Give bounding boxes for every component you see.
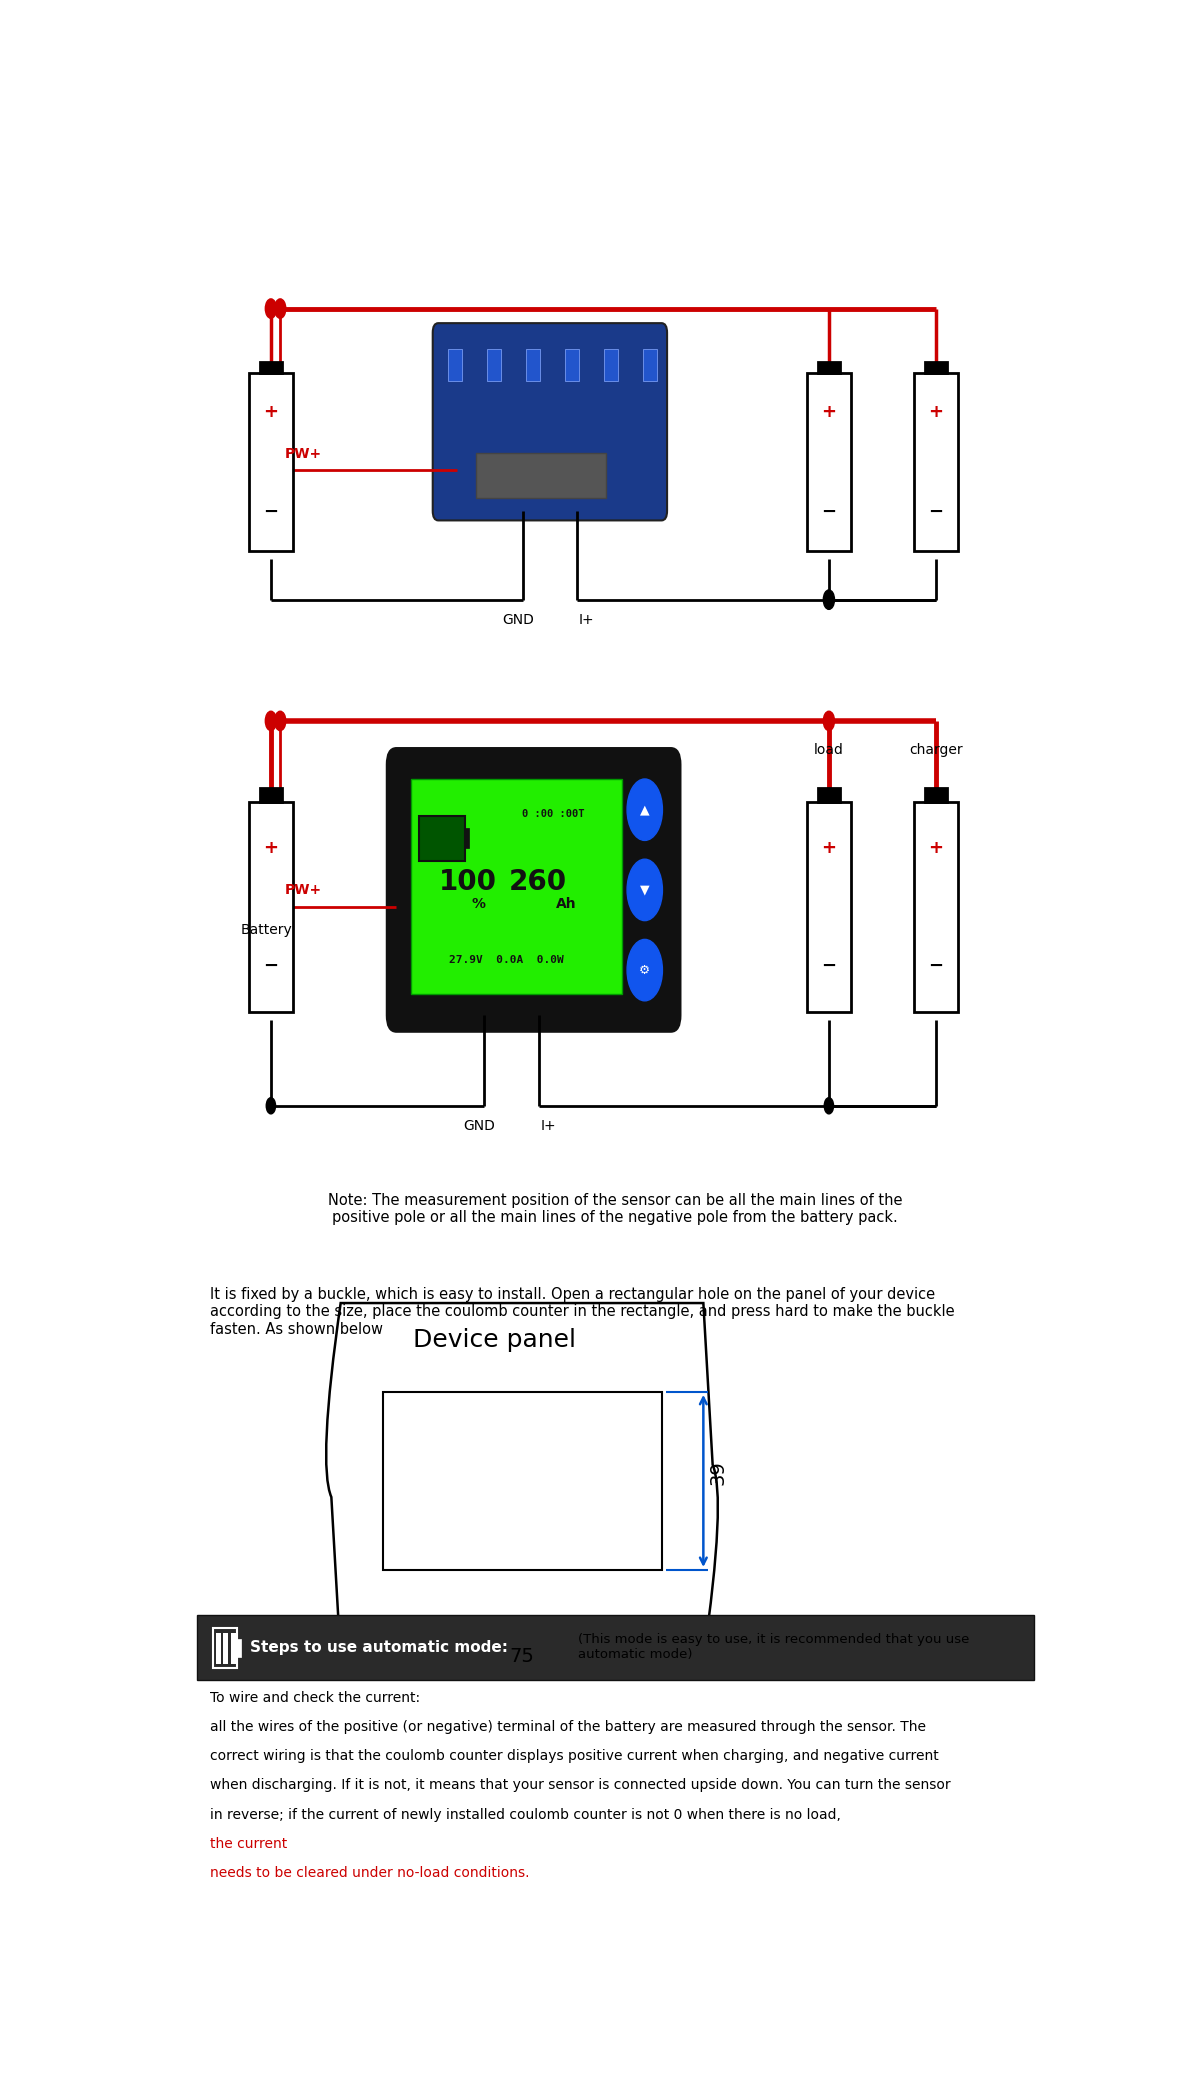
Bar (818, 788, 840, 802)
Bar (419, 815, 466, 861)
Text: Device panel: Device panel (413, 1327, 576, 1352)
Bar (248, 802, 293, 1012)
Text: Battery: Battery (240, 924, 292, 937)
Bar (466, 827, 469, 848)
Bar (412, 779, 623, 993)
Text: 75: 75 (510, 1648, 534, 1667)
Circle shape (628, 859, 662, 920)
Text: 0 :00 :00T: 0 :00 :00T (522, 808, 584, 819)
Text: %: % (472, 897, 486, 911)
Bar (487, 349, 500, 382)
Text: ▲: ▲ (640, 802, 649, 817)
Bar (238, 1640, 241, 1657)
Text: load: load (814, 743, 844, 756)
Text: 100: 100 (439, 869, 497, 897)
Text: I+: I+ (578, 613, 594, 626)
Text: Steps to use automatic mode:: Steps to use automatic mode: (251, 1640, 509, 1655)
Bar (526, 349, 540, 382)
Bar (223, 1634, 228, 1663)
Text: ⚙: ⚙ (640, 964, 650, 977)
Circle shape (823, 712, 834, 731)
Circle shape (265, 712, 276, 731)
Bar (806, 374, 851, 550)
Text: I+: I+ (540, 1119, 557, 1132)
Bar (197, 1615, 1033, 1680)
PathPatch shape (326, 1302, 718, 1659)
Circle shape (823, 590, 834, 609)
Text: −: − (263, 958, 278, 974)
Bar (604, 349, 618, 382)
Bar (448, 349, 462, 382)
Bar (565, 349, 578, 382)
Text: all the wires of the positive (or negative) terminal of the battery are measured: all the wires of the positive (or negati… (210, 1720, 926, 1735)
Bar (260, 361, 282, 374)
Text: in reverse; if the current of newly installed coulomb counter is not 0 when ther: in reverse; if the current of newly inst… (210, 1808, 846, 1821)
Circle shape (628, 779, 662, 840)
Bar (913, 374, 958, 550)
Text: PW+: PW+ (284, 884, 322, 897)
Bar (214, 1628, 238, 1670)
FancyBboxPatch shape (433, 323, 667, 521)
Text: −: − (821, 504, 836, 521)
Text: GND: GND (463, 1119, 496, 1132)
Text: (This mode is easy to use, it is recommended that you use
automatic mode): (This mode is easy to use, it is recomme… (578, 1634, 970, 1661)
Text: ▼: ▼ (640, 884, 649, 897)
Text: needs to be cleared under no-load conditions.: needs to be cleared under no-load condit… (210, 1865, 530, 1880)
Bar (818, 361, 840, 374)
Text: −: − (263, 504, 278, 521)
Bar (248, 374, 293, 550)
Bar (475, 452, 606, 498)
Circle shape (266, 1098, 276, 1113)
Text: −: − (929, 958, 943, 974)
Bar (806, 802, 851, 1012)
Text: +: + (929, 840, 943, 857)
Bar (230, 1634, 235, 1663)
Text: PW+: PW+ (284, 447, 322, 460)
Text: +: + (264, 403, 278, 422)
Text: −: − (821, 958, 836, 974)
Bar (643, 349, 656, 382)
Text: 27.9V  0.0A  0.0W: 27.9V 0.0A 0.0W (449, 956, 564, 964)
Text: +: + (821, 403, 836, 422)
Bar (383, 1392, 661, 1571)
Text: +: + (264, 840, 278, 857)
Bar (260, 788, 282, 802)
Text: the current: the current (210, 1838, 288, 1850)
Bar (216, 1634, 221, 1663)
Circle shape (275, 298, 286, 319)
Text: 39: 39 (709, 1460, 727, 1485)
Text: +: + (821, 840, 836, 857)
Text: It is fixed by a buckle, which is easy to install. Open a rectangular hole on th: It is fixed by a buckle, which is easy t… (210, 1287, 955, 1338)
Bar (913, 802, 958, 1012)
Text: −: − (929, 504, 943, 521)
Text: when discharging. If it is not, it means that your sensor is connected upside do: when discharging. If it is not, it means… (210, 1779, 952, 1793)
Circle shape (265, 298, 276, 319)
Bar (925, 361, 947, 374)
Text: Note: The measurement position of the sensor can be all the main lines of the
po: Note: The measurement position of the se… (328, 1193, 902, 1226)
Text: correct wiring is that the coulomb counter displays positive current when chargi: correct wiring is that the coulomb count… (210, 1749, 940, 1764)
Text: To wire and check the current:: To wire and check the current: (210, 1690, 420, 1705)
Text: GND: GND (503, 613, 534, 626)
Text: 260: 260 (509, 869, 568, 897)
Circle shape (628, 939, 662, 1002)
FancyBboxPatch shape (388, 748, 680, 1031)
Bar (925, 788, 947, 802)
Text: +: + (929, 403, 943, 422)
Circle shape (275, 712, 286, 731)
Text: charger: charger (910, 743, 962, 756)
Circle shape (824, 1098, 834, 1113)
Text: Ah: Ah (556, 897, 576, 911)
